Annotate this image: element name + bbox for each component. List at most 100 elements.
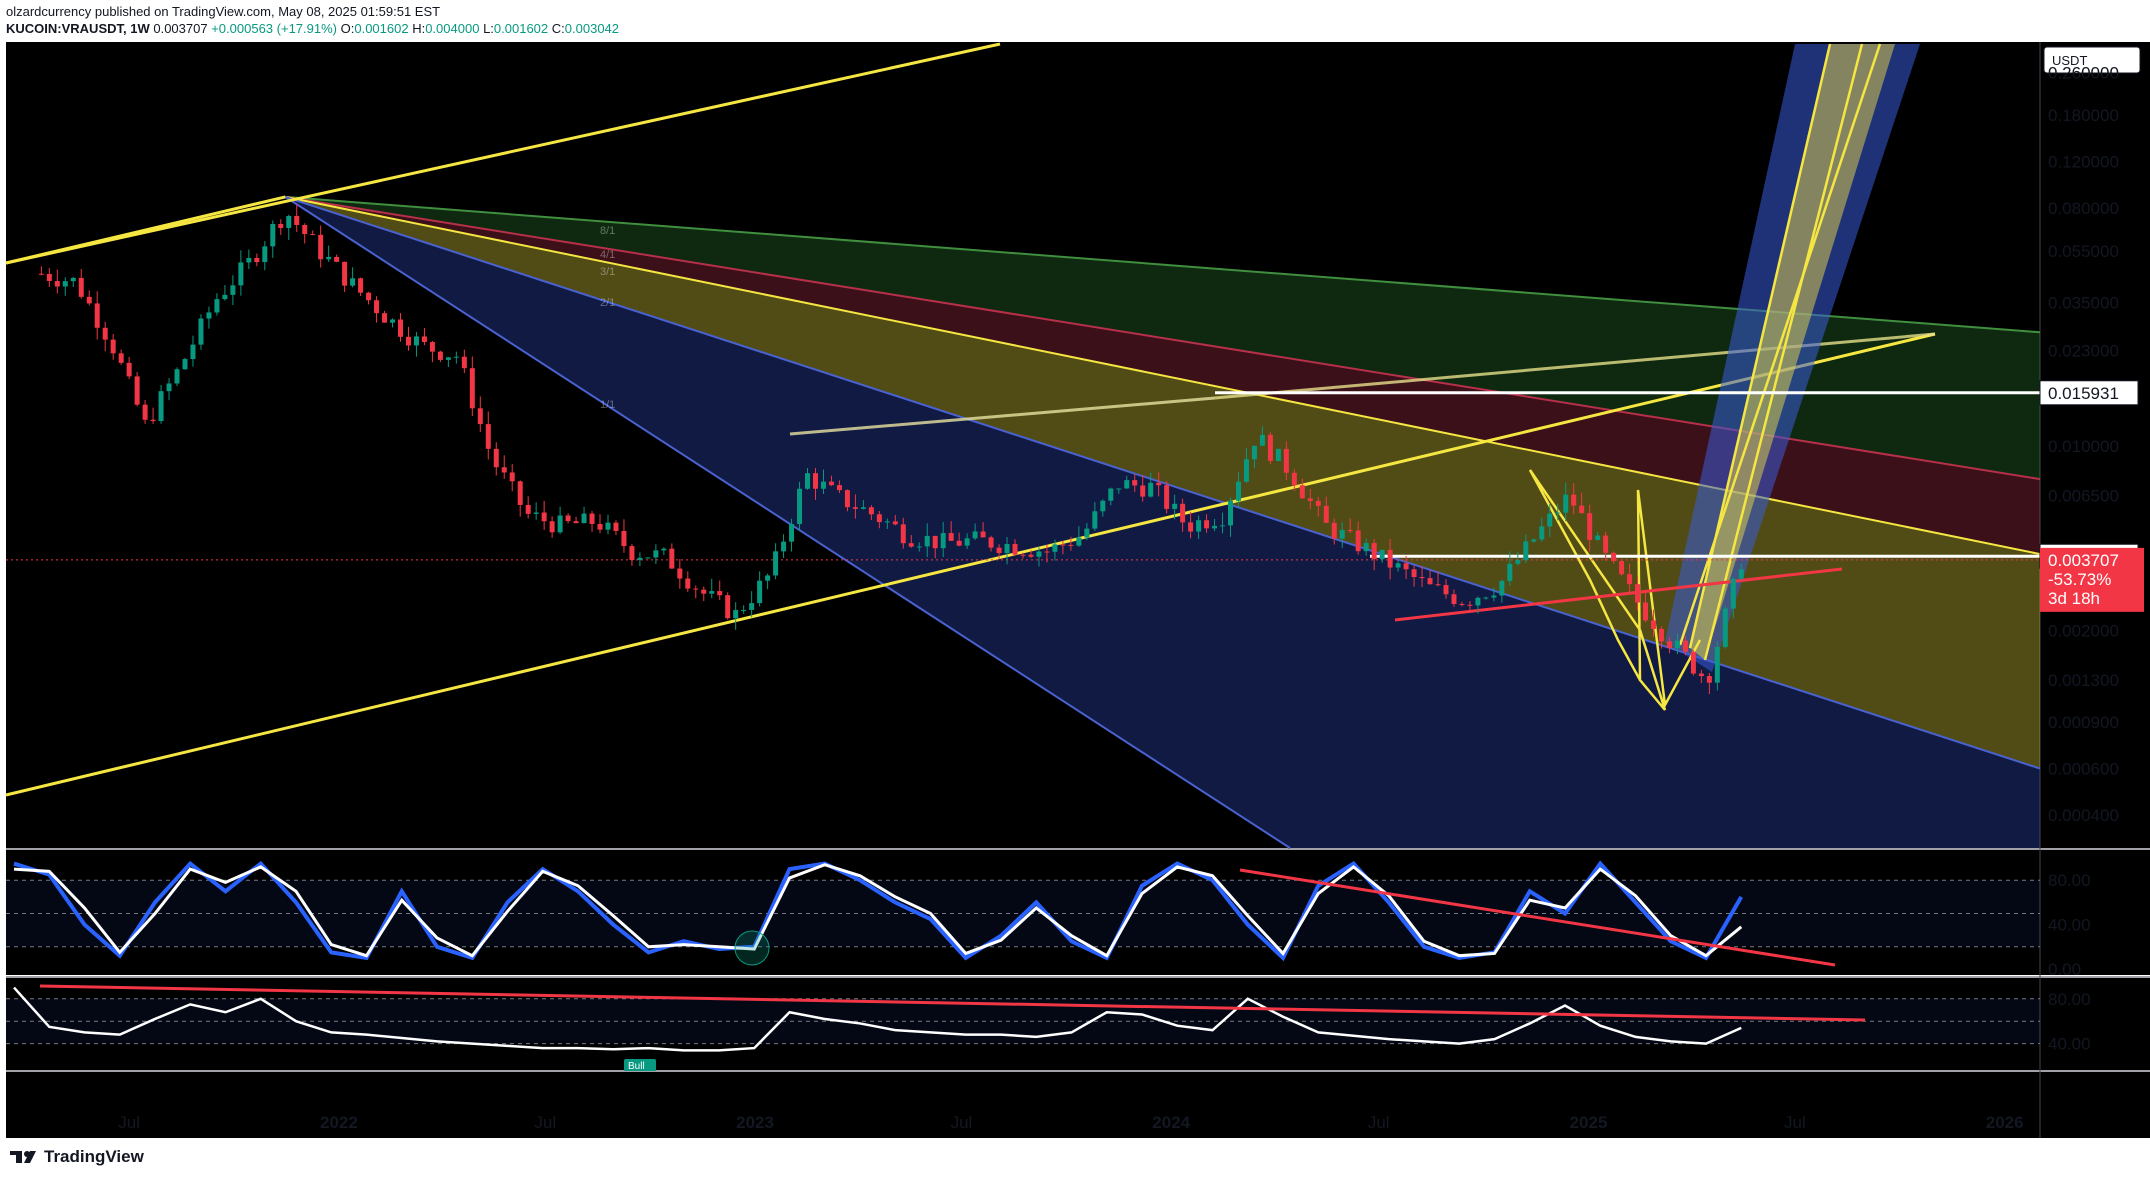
candle-body [134, 376, 140, 405]
candle-body [1267, 434, 1273, 461]
candle-body [1363, 543, 1369, 552]
candle-body [549, 521, 555, 533]
candle-body [461, 356, 467, 369]
candle-body [1619, 561, 1625, 575]
price-tick: 0.000900 [2048, 713, 2119, 732]
candle-body [1371, 543, 1377, 560]
rsi-tick: 80.00 [2048, 990, 2091, 1009]
candle-body [493, 448, 499, 468]
candle-body [453, 356, 459, 358]
pattern-zigzag [1528, 469, 1642, 681]
stoch-tick: 40.00 [2048, 916, 2091, 935]
candle-body [421, 336, 427, 343]
candle-body [1451, 594, 1457, 604]
candle-body [836, 485, 842, 491]
candle-body [70, 277, 76, 282]
candle-body [1666, 641, 1672, 649]
last-price-label: -53.73% [2048, 570, 2111, 589]
candle-body [916, 546, 922, 548]
candle-body [1347, 530, 1353, 532]
publisher-line: olzardcurrency published on TradingView.… [6, 4, 441, 19]
candle-body [1307, 498, 1313, 501]
candle-body [413, 336, 419, 346]
candle-body [749, 603, 755, 610]
candle-body [685, 578, 691, 589]
candle-body [908, 543, 914, 547]
candle-body [1563, 494, 1569, 513]
candle-body [1714, 646, 1720, 683]
candle-body [1212, 525, 1218, 529]
level-price-label: 0.015931 [2048, 384, 2119, 403]
currency-label: USDT [2052, 53, 2087, 68]
candle-body [429, 342, 435, 352]
candle-body [725, 595, 731, 619]
candle-body [1140, 485, 1146, 497]
close-value: 0.003042 [564, 21, 620, 36]
candle-body [1571, 494, 1577, 506]
candle-body [525, 504, 531, 514]
candle-body [214, 299, 220, 313]
candle-body [932, 535, 938, 549]
time-tick: 2026 [1986, 1113, 2024, 1132]
high-value: 0.004000 [425, 21, 480, 36]
candle-body [110, 339, 116, 354]
candle-body [1459, 603, 1465, 605]
candle-body [1068, 544, 1074, 546]
candle-body [996, 547, 1002, 554]
candle-body [1315, 500, 1321, 506]
rsi-tick: 40.00 [2048, 1035, 2091, 1054]
price-tick: 0.001300 [2048, 671, 2119, 690]
candle-body [852, 507, 858, 509]
candle-body [765, 575, 771, 581]
price-tick: 0.010000 [2048, 437, 2119, 456]
candle-body [501, 467, 507, 473]
candle-body [924, 535, 930, 547]
stoch-k-line [13, 860, 1744, 962]
candle-body [1427, 578, 1433, 585]
candle-body [230, 285, 236, 295]
candle-body [1635, 584, 1641, 603]
candle-body [1084, 528, 1090, 538]
candle-body [645, 557, 651, 559]
candle-body [860, 507, 866, 509]
stoch-tick: 80.00 [2048, 871, 2091, 890]
price-tick: 0.000400 [2048, 806, 2119, 825]
time-tick: Jul [118, 1113, 140, 1132]
candle-body [78, 277, 84, 297]
candle-body [182, 359, 188, 370]
candle-body [1220, 525, 1226, 527]
candle-body [1579, 505, 1585, 514]
candle-body [868, 507, 874, 515]
high-label: H: [412, 21, 426, 36]
time-tick: Jul [534, 1113, 556, 1132]
candle-body [828, 481, 834, 486]
candle-body [613, 522, 619, 531]
candle-body [1539, 526, 1545, 540]
candle-body [174, 369, 180, 384]
candle-body [1339, 530, 1345, 539]
candle-body [62, 281, 68, 287]
candles [38, 204, 1744, 695]
candle-body [1435, 584, 1441, 586]
ohlc-legend: KUCOIN:VRAUSDT, 1W 0.003707 +0.000563 (+… [6, 21, 619, 36]
stoch-trend-line [1239, 868, 1836, 967]
candle-body [1012, 544, 1018, 555]
fan-ratio-label: 2/1 [600, 297, 615, 309]
candle-body [1507, 563, 1513, 581]
price-tick: 0.023000 [2048, 342, 2119, 361]
level-price-box [2039, 380, 2139, 406]
tradingview-logo-icon [10, 1151, 36, 1163]
candle-body [445, 357, 451, 360]
candle-body [1092, 511, 1098, 529]
candle-body [166, 383, 172, 392]
candle-body [102, 327, 108, 340]
candle-body [1611, 552, 1617, 562]
candle-body [964, 538, 970, 546]
time-tick: 2023 [736, 1113, 774, 1132]
candle-body [1108, 488, 1114, 501]
last-price-text: 0.003707 [153, 21, 208, 36]
candle-body [38, 273, 44, 275]
candle-body [1156, 482, 1162, 486]
candle-body [302, 224, 308, 235]
